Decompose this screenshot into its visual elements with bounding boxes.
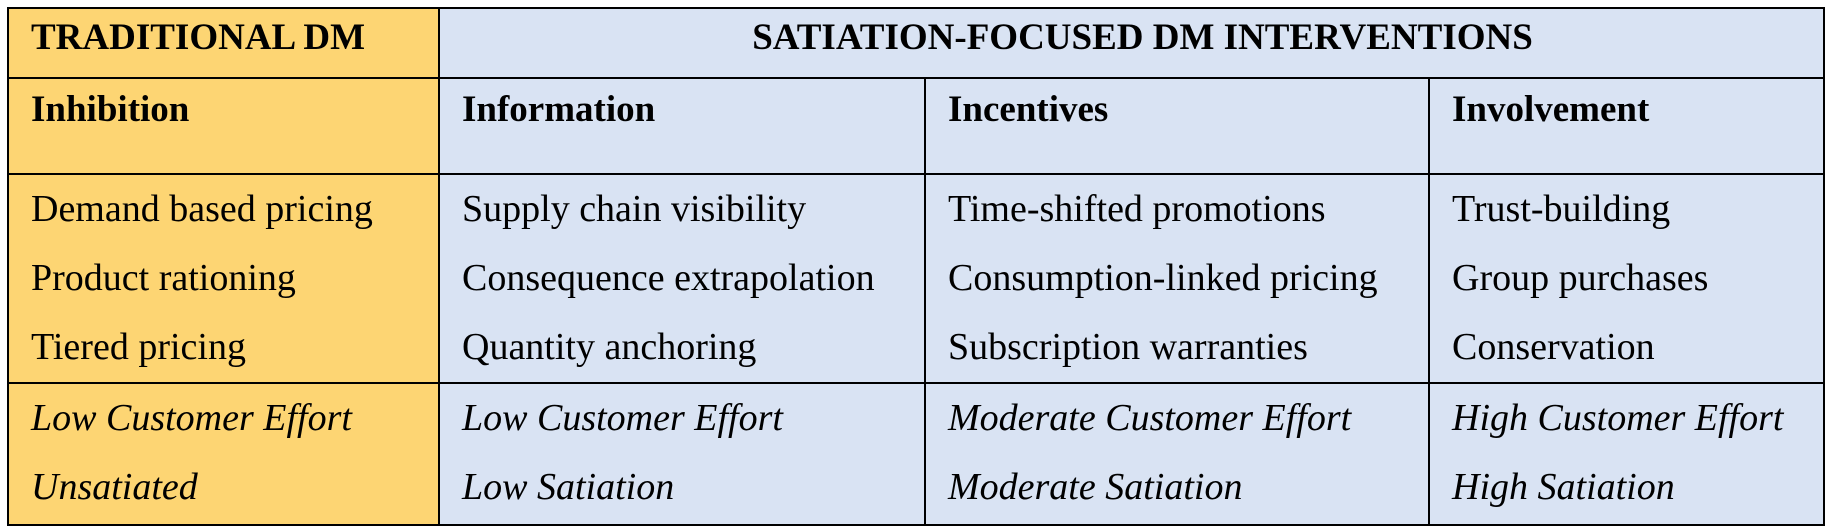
satiation-label: Low Satiation	[462, 466, 675, 508]
category-title: Incentives	[948, 89, 1109, 130]
category-cell-inhibition: Inhibition	[7, 77, 440, 175]
outcome-row: Low Customer Effort Unsatiated Low Custo…	[7, 382, 1826, 526]
list-item: Product rationing	[31, 257, 296, 299]
outcome-cell-involvement: High Customer Effort High Satiation	[1427, 382, 1826, 526]
list-item: Group purchases	[1452, 257, 1709, 299]
customer-effort-label: High Customer Effort	[1452, 397, 1784, 439]
customer-effort-label: Low Customer Effort	[462, 397, 783, 439]
dm-interventions-table: TRADITIONAL DM SATIATION-FOCUSED DM INTE…	[7, 7, 1826, 526]
examples-cell-inhibition: Demand based pricing Product rationing T…	[7, 173, 440, 384]
traditional-dm-header: TRADITIONAL DM	[31, 17, 366, 58]
category-row: Inhibition Information Incentives Involv…	[7, 77, 1826, 175]
category-title: Inhibition	[31, 89, 190, 130]
outcome-cell-incentives: Moderate Customer Effort Moderate Satiat…	[924, 382, 1430, 526]
outcome-cell-inhibition: Low Customer Effort Unsatiated	[7, 382, 440, 526]
list-item: Time-shifted promotions	[948, 188, 1326, 230]
list-item: Tiered pricing	[31, 326, 246, 368]
category-title: Information	[462, 89, 656, 130]
list-item: Quantity anchoring	[462, 326, 757, 368]
list-item: Trust-building	[1452, 188, 1671, 230]
list-item: Supply chain visibility	[462, 188, 807, 230]
category-cell-incentives: Incentives	[924, 77, 1430, 175]
table-header-row: TRADITIONAL DM SATIATION-FOCUSED DM INTE…	[7, 7, 1826, 79]
satiation-label: Moderate Satiation	[948, 466, 1243, 508]
list-item: Subscription warranties	[948, 326, 1308, 368]
category-cell-involvement: Involvement	[1427, 77, 1826, 175]
list-item: Demand based pricing	[31, 188, 373, 230]
traditional-dm-header-cell: TRADITIONAL DM	[7, 7, 440, 79]
examples-cell-information: Supply chain visibility Consequence extr…	[438, 173, 926, 384]
satiation-interventions-header: SATIATION-FOCUSED DM INTERVENTIONS	[752, 17, 1533, 58]
satiation-label: High Satiation	[1452, 466, 1675, 508]
customer-effort-label: Low Customer Effort	[31, 397, 352, 439]
examples-cell-incentives: Time-shifted promotions Consumption-link…	[924, 173, 1430, 384]
list-item: Conservation	[1452, 326, 1655, 368]
category-title: Involvement	[1452, 89, 1650, 130]
outcome-cell-information: Low Customer Effort Low Satiation	[438, 382, 926, 526]
satiation-label: Unsatiated	[31, 466, 198, 508]
examples-row: Demand based pricing Product rationing T…	[7, 173, 1826, 384]
satiation-interventions-header-cell: SATIATION-FOCUSED DM INTERVENTIONS	[437, 7, 1826, 79]
list-item: Consumption-linked pricing	[948, 257, 1378, 299]
category-cell-information: Information	[438, 77, 926, 175]
customer-effort-label: Moderate Customer Effort	[948, 397, 1352, 439]
list-item: Consequence extrapolation	[462, 257, 875, 299]
examples-cell-involvement: Trust-building Group purchases Conservat…	[1427, 173, 1826, 384]
